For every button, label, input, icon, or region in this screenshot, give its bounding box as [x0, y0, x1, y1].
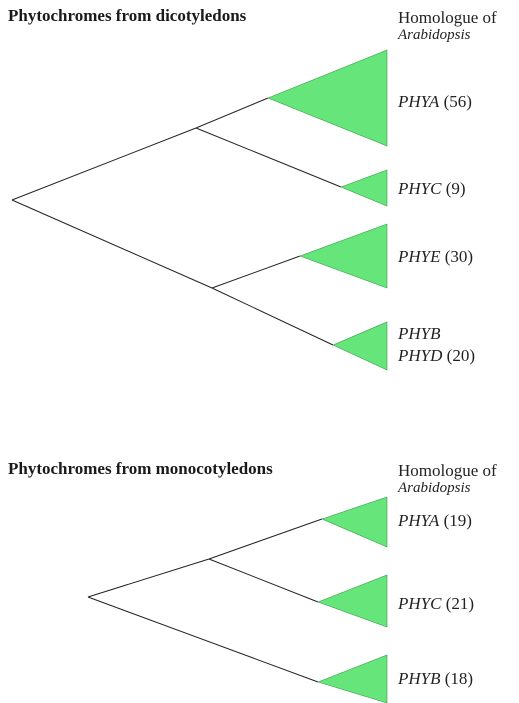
edge-to-phybd — [211, 287, 334, 346]
panel-title-dicots: Phytochromes from dicotyledons — [8, 6, 247, 25]
edge-to-phye — [211, 255, 301, 289]
edge-mono-root-upper — [87, 558, 210, 598]
header-homologue-dicots: Homologue of Arabidopsis — [398, 8, 497, 44]
clade-triangle-phyc-dicot — [340, 169, 388, 207]
gene-name: PHYB — [398, 324, 441, 343]
clade-label-phyd-dicot: PHYD (20) — [398, 345, 475, 366]
clade-triangle-phya-mono — [321, 496, 388, 548]
clade-label-phya-dicot: PHYA (56) — [398, 91, 472, 112]
header-line1: Homologue of — [398, 461, 497, 480]
clade-count: (18) — [444, 669, 474, 688]
header-line1: Homologue of — [398, 8, 497, 27]
gene-name: PHYC — [398, 179, 442, 198]
edge-root-lower — [11, 199, 213, 289]
edge-mono-to-phyc — [208, 558, 319, 603]
clade-count: (21) — [445, 594, 475, 613]
clade-triangle-phye-dicot — [299, 223, 388, 289]
clade-label-phyc-mono: PHYC (21) — [398, 593, 474, 614]
clade-triangle-phyb-mono — [317, 654, 388, 703]
clade-label-phyb-mono: PHYB (18) — [398, 668, 473, 689]
edge-to-phya — [195, 97, 269, 129]
header-homologue-monocots: Homologue of Arabidopsis — [398, 461, 497, 497]
clade-label-phya-mono: PHYA (19) — [398, 510, 472, 531]
gene-name: PHYA — [398, 511, 440, 530]
header-line2: Arabidopsis — [398, 27, 471, 43]
edge-mono-to-phya — [208, 518, 323, 560]
clade-count: (30) — [444, 247, 474, 266]
edge-mono-root-lower — [87, 596, 319, 683]
panel-title-monocots: Phytochromes from monocotyledons — [8, 459, 273, 478]
clade-triangle-phybd-dicot — [332, 321, 388, 371]
header-line2: Arabidopsis — [398, 480, 471, 496]
clade-count: (19) — [443, 511, 472, 530]
clade-count: (9) — [445, 179, 466, 198]
clade-label-phyc-dicot: PHYC (9) — [398, 178, 466, 199]
gene-name: PHYE — [398, 247, 441, 266]
clade-label-phye-dicot: PHYE (30) — [398, 246, 473, 267]
gene-name: PHYA — [398, 92, 440, 111]
edge-to-phyc — [195, 127, 342, 188]
gene-name: PHYD — [398, 346, 443, 365]
clade-triangle-phyc-mono — [317, 574, 388, 628]
gene-name: PHYC — [398, 594, 442, 613]
clade-count: (20) — [446, 346, 475, 365]
clade-label-phyb-dicot: PHYB — [398, 323, 441, 344]
gene-name: PHYB — [398, 669, 441, 688]
clade-count: (56) — [443, 92, 472, 111]
clade-triangle-phya-dicot — [267, 49, 388, 147]
edge-root-upper — [11, 127, 197, 201]
